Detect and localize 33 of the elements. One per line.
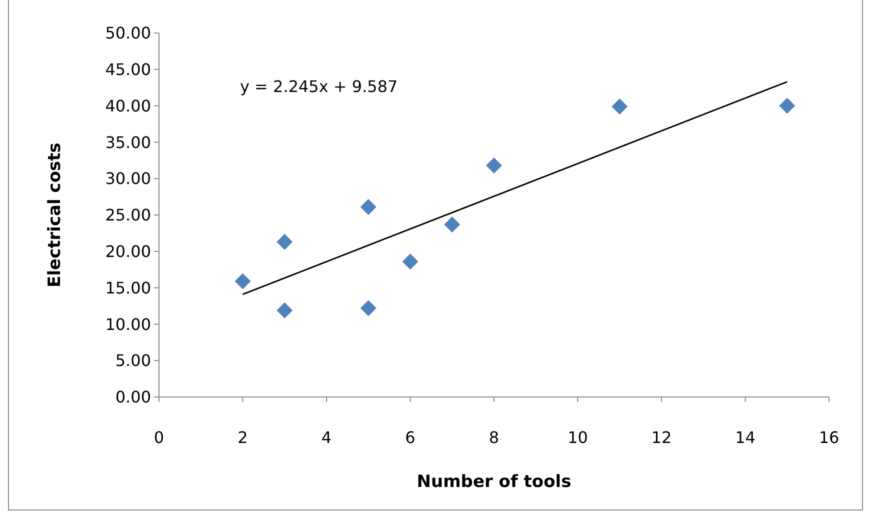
x-tick-label: 10 bbox=[568, 428, 588, 447]
x-axis-title: Number of tools bbox=[416, 472, 572, 492]
point bbox=[360, 300, 376, 316]
y-tick-label: 35.00 bbox=[105, 132, 151, 152]
point bbox=[486, 157, 502, 174]
y-tick-label: 5.00 bbox=[115, 351, 151, 370]
y-tick-label: 15.00 bbox=[105, 278, 151, 298]
x-tick-label: 16 bbox=[818, 428, 840, 447]
y-tick-label: 40.00 bbox=[105, 96, 151, 116]
point bbox=[444, 216, 460, 232]
y-tick-label: 30.00 bbox=[105, 169, 151, 188]
annotation: y = 2.245x + 9.587 bbox=[240, 77, 398, 96]
point bbox=[234, 273, 251, 290]
y-tick-label: 20.00 bbox=[105, 242, 151, 261]
point bbox=[612, 98, 628, 115]
y-tick-label: 50.00 bbox=[105, 24, 151, 43]
y-tick-label: 25.00 bbox=[105, 206, 151, 225]
x-tick-label: 4 bbox=[321, 428, 332, 447]
point bbox=[779, 98, 796, 114]
y-tick-label: 45.00 bbox=[105, 60, 151, 79]
x-tick-label: 14 bbox=[735, 428, 756, 447]
x-tick-label: 12 bbox=[651, 428, 672, 447]
point bbox=[402, 254, 418, 270]
x-tick-label: 2 bbox=[238, 428, 248, 447]
point bbox=[276, 234, 293, 250]
point bbox=[360, 198, 376, 215]
y-tick-label: 10.00 bbox=[105, 314, 151, 334]
x-tick-label: 0 bbox=[154, 428, 164, 447]
y-tick-label: 0.00 bbox=[115, 388, 151, 407]
y-axis-title: Electrical costs bbox=[45, 142, 65, 288]
point bbox=[276, 302, 293, 318]
x-tick-label: 8 bbox=[488, 428, 500, 447]
x-tick-label: 6 bbox=[405, 428, 416, 447]
